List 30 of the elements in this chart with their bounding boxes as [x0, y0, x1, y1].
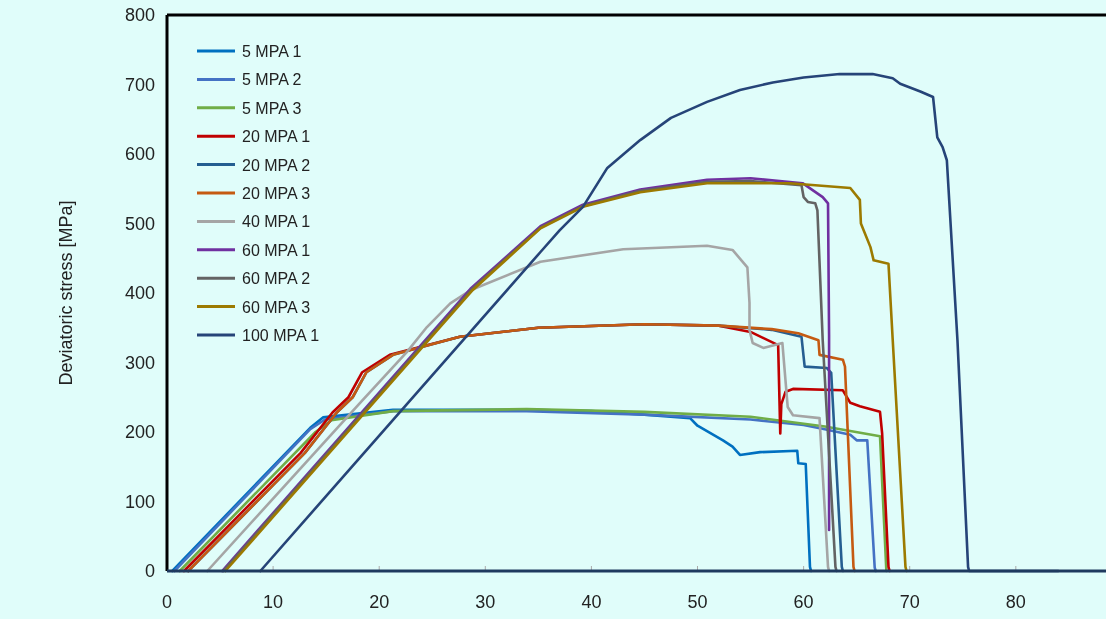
y-axis-title: Deviatoric stress [MPa] — [56, 200, 76, 386]
legend-label: 5 MPA 1 — [242, 43, 302, 60]
y-tick-label: 500 — [124, 213, 155, 234]
y-tick-label: 100 — [124, 491, 155, 512]
legend-label: 5 MPA 2 — [242, 71, 302, 89]
y-tick-label: 800 — [124, 5, 155, 25]
x-tick-label: 60 — [793, 592, 814, 612]
legend-label: 20 MPA 1 — [242, 128, 311, 146]
x-tick-label: 50 — [687, 592, 708, 612]
y-tick-label: 200 — [124, 422, 155, 442]
y-tick-label: 400 — [124, 283, 155, 303]
x-tick-label: 40 — [581, 592, 602, 612]
x-tick-label: 0 — [161, 592, 173, 612]
legend-label: 60 MPA 2 — [242, 270, 311, 288]
legend-label: 100 MPA 1 — [242, 327, 320, 344]
x-tick-label: 30 — [475, 592, 496, 612]
legend-label: 60 MPA 1 — [242, 241, 311, 259]
y-tick-label: 600 — [124, 144, 155, 164]
legend-label: 20 MPA 3 — [242, 185, 311, 202]
x-tick-label: 10 — [263, 592, 284, 612]
x-tick-label: 70 — [899, 592, 920, 612]
x-tick-label: 20 — [369, 592, 390, 612]
x-tick-label: 80 — [1005, 592, 1026, 612]
legend-label: 60 MPA 3 — [242, 298, 311, 316]
y-tick-label: 0 — [144, 561, 155, 581]
y-tick-label: 700 — [124, 74, 155, 95]
legend-label: 5 MPA 3 — [242, 99, 302, 117]
legend-label: 40 MPA 1 — [242, 213, 311, 231]
legend-label: 20 MPA 2 — [242, 156, 311, 174]
y-tick-label: 300 — [124, 352, 155, 373]
